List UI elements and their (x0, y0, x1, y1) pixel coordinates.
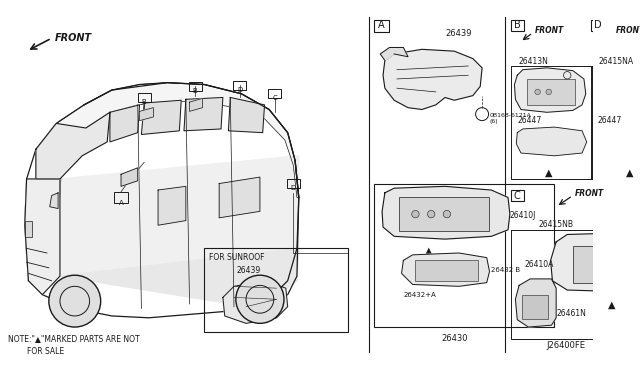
Polygon shape (110, 105, 140, 142)
Polygon shape (189, 99, 202, 111)
Circle shape (412, 211, 419, 218)
Text: D: D (237, 87, 242, 93)
Circle shape (627, 89, 632, 95)
Text: FOR SUNROOF: FOR SUNROOF (209, 253, 264, 262)
Text: FRONT: FRONT (616, 26, 640, 35)
Bar (591, 66, 640, 179)
Polygon shape (550, 232, 640, 292)
Polygon shape (121, 168, 138, 186)
Text: ▲: ▲ (425, 246, 432, 256)
Text: 26413N: 26413N (518, 57, 548, 66)
Polygon shape (595, 68, 640, 112)
Text: 26410A: 26410A (525, 260, 554, 269)
Circle shape (535, 89, 540, 95)
Bar (591, 20, 604, 31)
Polygon shape (515, 279, 556, 327)
Polygon shape (383, 49, 482, 109)
Bar (138, 93, 150, 102)
Bar (189, 82, 202, 91)
Bar (607, 79, 640, 105)
Polygon shape (228, 97, 264, 133)
Text: A: A (118, 200, 124, 206)
Polygon shape (184, 97, 223, 131)
Polygon shape (515, 68, 586, 112)
Circle shape (444, 211, 451, 218)
Circle shape (428, 211, 435, 218)
Text: 26432+A: 26432+A (403, 292, 436, 298)
Polygon shape (380, 48, 408, 60)
Text: 26461N: 26461N (556, 309, 586, 318)
Text: FRONT: FRONT (575, 189, 604, 198)
Text: ▲: ▲ (608, 299, 616, 309)
Text: A: A (378, 20, 385, 30)
Text: 0B168-6121A
(6): 0B168-6121A (6) (490, 113, 531, 124)
Text: FRONT: FRONT (535, 26, 564, 35)
Polygon shape (36, 112, 110, 179)
Bar (374, 20, 388, 32)
Bar (233, 81, 246, 90)
Polygon shape (158, 186, 186, 225)
Polygon shape (50, 193, 58, 209)
Text: NOTE:"▲"MARKED PARTS ARE NOT
        FOR SALE: NOTE:"▲"MARKED PARTS ARE NOT FOR SALE (8, 334, 140, 356)
Bar (374, 183, 554, 327)
Polygon shape (60, 248, 299, 308)
Text: J26400FE: J26400FE (547, 341, 586, 350)
Polygon shape (223, 281, 287, 323)
Polygon shape (140, 108, 154, 121)
Polygon shape (516, 127, 587, 156)
Bar (399, 198, 490, 231)
Bar (511, 66, 592, 179)
Text: C: C (273, 95, 277, 102)
Polygon shape (141, 100, 181, 135)
Text: 26415NB: 26415NB (539, 220, 573, 229)
Bar (25, 221, 32, 237)
Text: FRONT: FRONT (54, 33, 92, 43)
Polygon shape (401, 253, 490, 286)
Text: FRONT: FRONT (411, 54, 443, 63)
Polygon shape (219, 177, 260, 218)
Bar (204, 248, 348, 332)
Text: 26439: 26439 (237, 266, 261, 275)
Circle shape (616, 89, 621, 95)
Text: D: D (291, 185, 296, 191)
Text: 26447: 26447 (598, 116, 622, 125)
Text: 26439: 26439 (445, 29, 472, 38)
Text: B: B (142, 99, 147, 105)
Circle shape (236, 275, 284, 323)
Circle shape (49, 275, 100, 327)
Bar (415, 260, 478, 281)
Bar (268, 89, 281, 99)
Text: D: D (594, 20, 602, 30)
Bar (114, 192, 129, 203)
Text: 26410J: 26410J (510, 211, 536, 221)
Bar (522, 295, 548, 319)
Circle shape (546, 89, 552, 95)
Polygon shape (36, 83, 299, 198)
Bar (511, 230, 640, 339)
Text: 26447: 26447 (517, 116, 541, 125)
Bar (527, 79, 575, 105)
Bar (287, 179, 300, 188)
Text: C: C (514, 190, 520, 201)
Bar (511, 190, 524, 201)
Polygon shape (597, 127, 640, 156)
Text: B: B (193, 88, 198, 94)
Bar (573, 246, 640, 283)
Polygon shape (25, 179, 60, 295)
Polygon shape (60, 156, 299, 276)
Polygon shape (382, 186, 510, 239)
Bar (511, 20, 524, 31)
Text: B: B (514, 20, 520, 30)
Text: ▲: ▲ (545, 168, 552, 178)
Text: 26432 B: 26432 B (492, 267, 520, 273)
Text: ▲: ▲ (627, 168, 634, 178)
Text: 26415NA: 26415NA (599, 57, 634, 66)
Text: 26430: 26430 (441, 334, 468, 343)
